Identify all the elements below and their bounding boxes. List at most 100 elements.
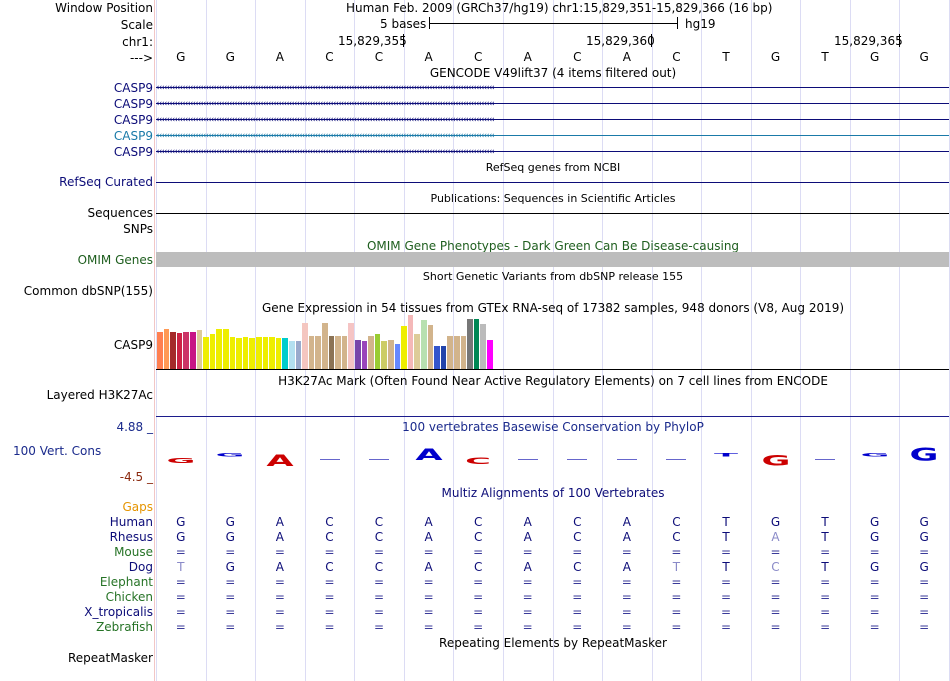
- gtex-bar[interactable]: [361, 341, 368, 369]
- gtex-bar[interactable]: [289, 341, 295, 369]
- gtex-bar[interactable]: [355, 340, 361, 369]
- gtex-label[interactable]: CASP9: [113, 338, 153, 352]
- window-position-value[interactable]: Human Feb. 2009 (GRCh37/hg19) chr1:15,82…: [346, 1, 773, 15]
- multiz-species-label[interactable]: Mouse: [114, 545, 153, 559]
- gtex-bar[interactable]: [295, 341, 302, 369]
- gtex-bar[interactable]: [315, 336, 321, 369]
- gtex-bar[interactable]: [328, 336, 335, 369]
- omim-title[interactable]: OMIM Gene Phenotypes - Dark Green Can Be…: [366, 239, 740, 253]
- multiz-species-label[interactable]: Chicken: [105, 590, 153, 604]
- gtex-bar[interactable]: [176, 333, 183, 369]
- gtex-bar[interactable]: [322, 323, 328, 369]
- gtex-bar[interactable]: [407, 315, 414, 369]
- gtex-bar[interactable]: [381, 341, 387, 369]
- chrom-label[interactable]: chr1:: [122, 35, 153, 49]
- refseq-feature[interactable]: [156, 182, 949, 183]
- gtex-bar[interactable]: [249, 338, 255, 369]
- gtex-bar[interactable]: [216, 329, 222, 369]
- phylop-letter[interactable]: G: [215, 452, 245, 458]
- multiz-species-label[interactable]: X_tropicalis: [84, 605, 153, 619]
- gencode-gene-feature[interactable]: ‹‹‹‹‹‹‹‹‹‹‹‹‹‹‹‹‹‹‹‹‹‹‹‹‹‹‹‹‹‹‹‹‹‹‹‹‹‹‹‹…: [156, 83, 495, 93]
- gtex-bar[interactable]: [308, 336, 315, 369]
- phylop-letter[interactable]: C: [465, 455, 492, 466]
- publications-label[interactable]: Sequences: [87, 206, 153, 220]
- gtex-bar[interactable]: [163, 329, 170, 369]
- gencode-gene-label[interactable]: CASP9: [113, 129, 153, 143]
- multiz-species-label[interactable]: Human: [109, 515, 153, 529]
- gtex-bar[interactable]: [275, 338, 282, 369]
- phylop-letter[interactable]: G: [166, 456, 196, 465]
- dbsnp-label[interactable]: Common dbSNP(155): [23, 284, 153, 298]
- publications-feature[interactable]: [156, 213, 949, 214]
- gtex-bar[interactable]: [157, 332, 163, 369]
- phylop-letter[interactable]: G: [761, 452, 790, 469]
- h3k27ac-title[interactable]: H3K27Ac Mark (Often Found Near Active Re…: [278, 374, 828, 388]
- gtex-bar[interactable]: [368, 336, 374, 369]
- gtex-bar[interactable]: [427, 325, 434, 369]
- multiz-species-label[interactable]: Rhesus: [109, 530, 153, 544]
- refseq-title[interactable]: RefSeq genes from NCBI: [485, 161, 621, 174]
- omim-feature[interactable]: [156, 252, 949, 267]
- gencode-gene-feature[interactable]: ‹‹‹‹‹‹‹‹‹‹‹‹‹‹‹‹‹‹‹‹‹‹‹‹‹‹‹‹‹‹‹‹‹‹‹‹‹‹‹‹…: [156, 115, 495, 125]
- gtex-bar[interactable]: [223, 329, 229, 369]
- gtex-bar[interactable]: [262, 337, 269, 369]
- multiz-species-label[interactable]: Elephant: [99, 575, 153, 589]
- phylop-letter[interactable]: T: [713, 452, 738, 458]
- gtex-bar[interactable]: [414, 334, 420, 369]
- phylop-title[interactable]: 100 vertebrates Basewise Conservation by…: [402, 420, 704, 434]
- gencode-gene-feature[interactable]: ‹‹‹‹‹‹‹‹‹‹‹‹‹‹‹‹‹‹‹‹‹‹‹‹‹‹‹‹‹‹‹‹‹‹‹‹‹‹‹‹…: [156, 99, 495, 109]
- gencode-gene-label[interactable]: CASP9: [113, 113, 153, 127]
- gtex-bar[interactable]: [209, 334, 216, 369]
- gtex-bar[interactable]: [190, 332, 196, 369]
- snps-label[interactable]: SNPs: [123, 222, 153, 236]
- repeatmasker-title[interactable]: Repeating Elements by RepeatMasker: [439, 636, 667, 650]
- gtex-bar[interactable]: [203, 337, 209, 369]
- gtex-bar[interactable]: [348, 323, 354, 369]
- phylop-letter[interactable]: G: [860, 452, 890, 458]
- gtex-bar[interactable]: [434, 346, 440, 369]
- gencode-gene-label[interactable]: CASP9: [113, 97, 153, 111]
- gtex-bar[interactable]: [335, 336, 341, 369]
- gtex-bar[interactable]: [447, 336, 453, 369]
- gtex-bar[interactable]: [256, 337, 262, 369]
- refseq-label[interactable]: RefSeq Curated: [59, 175, 153, 189]
- gtex-title[interactable]: Gene Expression in 54 tissues from GTEx …: [261, 301, 845, 315]
- gtex-bar[interactable]: [473, 319, 480, 369]
- gtex-bar[interactable]: [302, 323, 308, 369]
- omim-label[interactable]: OMIM Genes: [77, 253, 153, 267]
- gtex-bar[interactable]: [421, 320, 427, 369]
- phylop-letter[interactable]: A: [414, 445, 443, 464]
- gencode-gene-label[interactable]: CASP9: [113, 145, 153, 159]
- gtex-bar[interactable]: [440, 346, 447, 369]
- gencode-gene-label[interactable]: CASP9: [113, 81, 153, 95]
- gtex-bar[interactable]: [183, 332, 189, 369]
- gtex-bar[interactable]: [454, 336, 460, 369]
- gencode-gene-feature[interactable]: ‹‹‹‹‹‹‹‹‹‹‹‹‹‹‹‹‹‹‹‹‹‹‹‹‹‹‹‹‹‹‹‹‹‹‹‹‹‹‹‹…: [156, 131, 495, 141]
- phylop-letter[interactable]: G: [909, 444, 939, 465]
- publications-title[interactable]: Publications: Sequences in Scientific Ar…: [430, 192, 676, 205]
- gtex-bar[interactable]: [374, 334, 381, 369]
- multiz-species-label[interactable]: Zebrafish: [96, 620, 153, 634]
- gtex-bar[interactable]: [487, 340, 493, 369]
- phylop-letter[interactable]: A: [266, 451, 294, 470]
- multiz-title[interactable]: Multiz Alignments of 100 Vertebrates: [441, 486, 665, 500]
- gencode-title[interactable]: GENCODE V49lift37 (4 items filtered out): [429, 66, 677, 80]
- phylop-label[interactable]: 100 Vert. Cons: [13, 444, 102, 458]
- gtex-bar[interactable]: [401, 326, 407, 369]
- h3k27ac-label[interactable]: Layered H3K27Ac: [46, 388, 153, 402]
- gtex-bar[interactable]: [196, 330, 203, 369]
- gtex-bar[interactable]: [282, 338, 288, 369]
- gtex-bar[interactable]: [341, 336, 348, 369]
- gtex-bar[interactable]: [460, 336, 467, 369]
- gtex-bar[interactable]: [269, 337, 275, 369]
- gencode-gene-feature[interactable]: ‹‹‹‹‹‹‹‹‹‹‹‹‹‹‹‹‹‹‹‹‹‹‹‹‹‹‹‹‹‹‹‹‹‹‹‹‹‹‹‹…: [156, 147, 495, 157]
- gtex-bar[interactable]: [394, 344, 401, 369]
- gtex-bar[interactable]: [236, 338, 242, 369]
- gtex-bar[interactable]: [229, 337, 236, 369]
- gaps-label[interactable]: Gaps: [122, 500, 153, 514]
- dbsnp-title[interactable]: Short Genetic Variants from dbSNP releas…: [422, 270, 684, 283]
- gtex-bar[interactable]: [170, 332, 176, 369]
- gtex-bar[interactable]: [388, 340, 394, 369]
- gtex-bar[interactable]: [242, 337, 249, 369]
- multiz-species-label[interactable]: Dog: [128, 560, 153, 574]
